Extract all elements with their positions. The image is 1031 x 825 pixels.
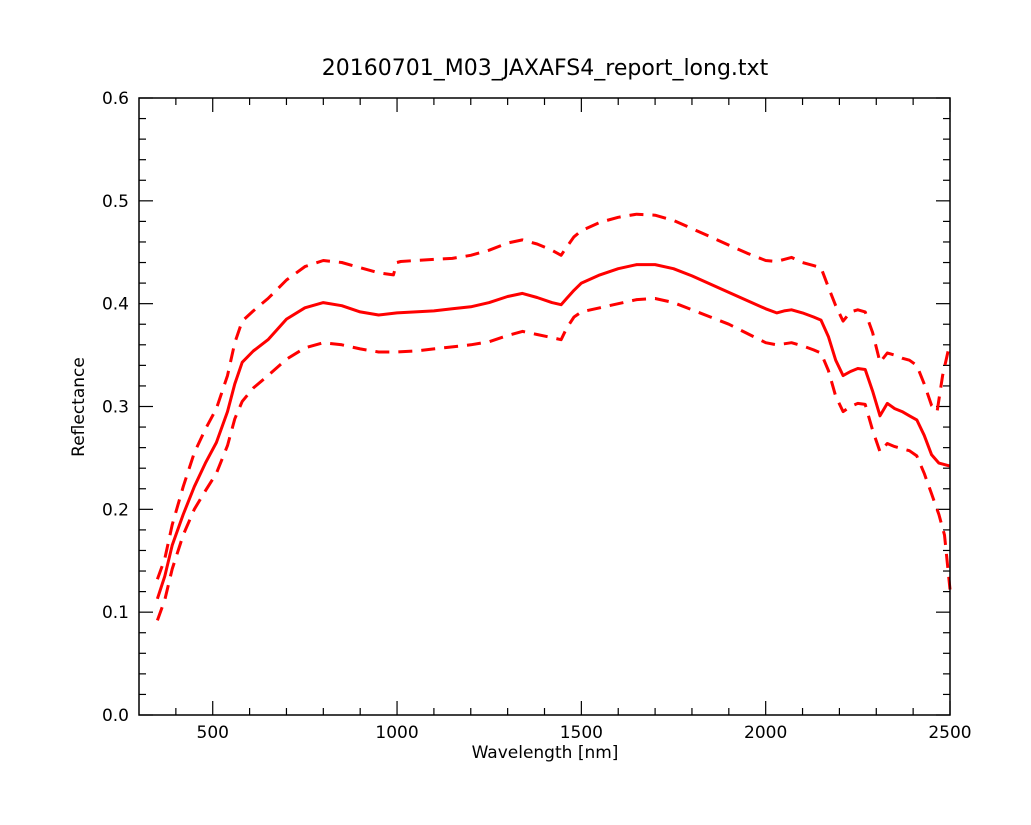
- y-tick-label: 0.2: [102, 500, 129, 520]
- x-tick-label: 1500: [560, 723, 603, 743]
- y-tick-label: 0.5: [102, 192, 129, 212]
- chart-title: 20160701_M03_JAXAFS4_report_long.txt: [322, 56, 769, 81]
- axis-ticks: [139, 97, 951, 716]
- y-axis-title: Reflectance: [69, 357, 89, 457]
- y-tick-label: 0.3: [102, 398, 129, 418]
- y-tick-label: 0.4: [102, 295, 129, 315]
- plot-frame: [138, 97, 951, 716]
- data-lines: [155, 212, 952, 621]
- dashed-series-line: [155, 212, 952, 580]
- y-tick-label: 0.1: [102, 603, 129, 623]
- y-tick-labels: 0.0 0.1 0.2 0.3 0.4 0.5 0.6: [102, 89, 129, 726]
- x-tick-label: 2000: [744, 723, 787, 743]
- y-tick-label: 0.0: [102, 706, 129, 726]
- x-tick-label: 1000: [375, 723, 418, 743]
- x-tick-label: 2500: [928, 723, 971, 743]
- y-tick-label: 0.6: [102, 89, 129, 109]
- solid-series-line: [155, 263, 951, 600]
- x-axis-title: Wavelength [nm]: [472, 743, 619, 763]
- x-tick-label: 500: [197, 723, 229, 743]
- x-tick-labels: 500 1000 1500 2000 2500: [197, 723, 972, 743]
